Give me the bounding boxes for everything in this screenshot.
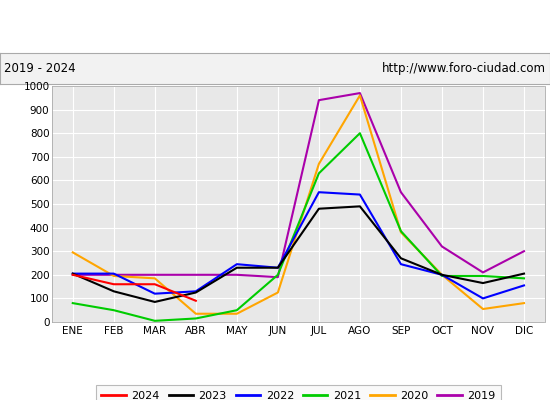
Text: 2019 - 2024: 2019 - 2024 — [4, 62, 76, 75]
Text: Evolucion Nº Turistas Nacionales en el municipio de Cabranes: Evolucion Nº Turistas Nacionales en el m… — [20, 19, 530, 34]
Text: http://www.foro-ciudad.com: http://www.foro-ciudad.com — [382, 62, 546, 75]
Legend: 2024, 2023, 2022, 2021, 2020, 2019: 2024, 2023, 2022, 2021, 2020, 2019 — [96, 385, 501, 400]
